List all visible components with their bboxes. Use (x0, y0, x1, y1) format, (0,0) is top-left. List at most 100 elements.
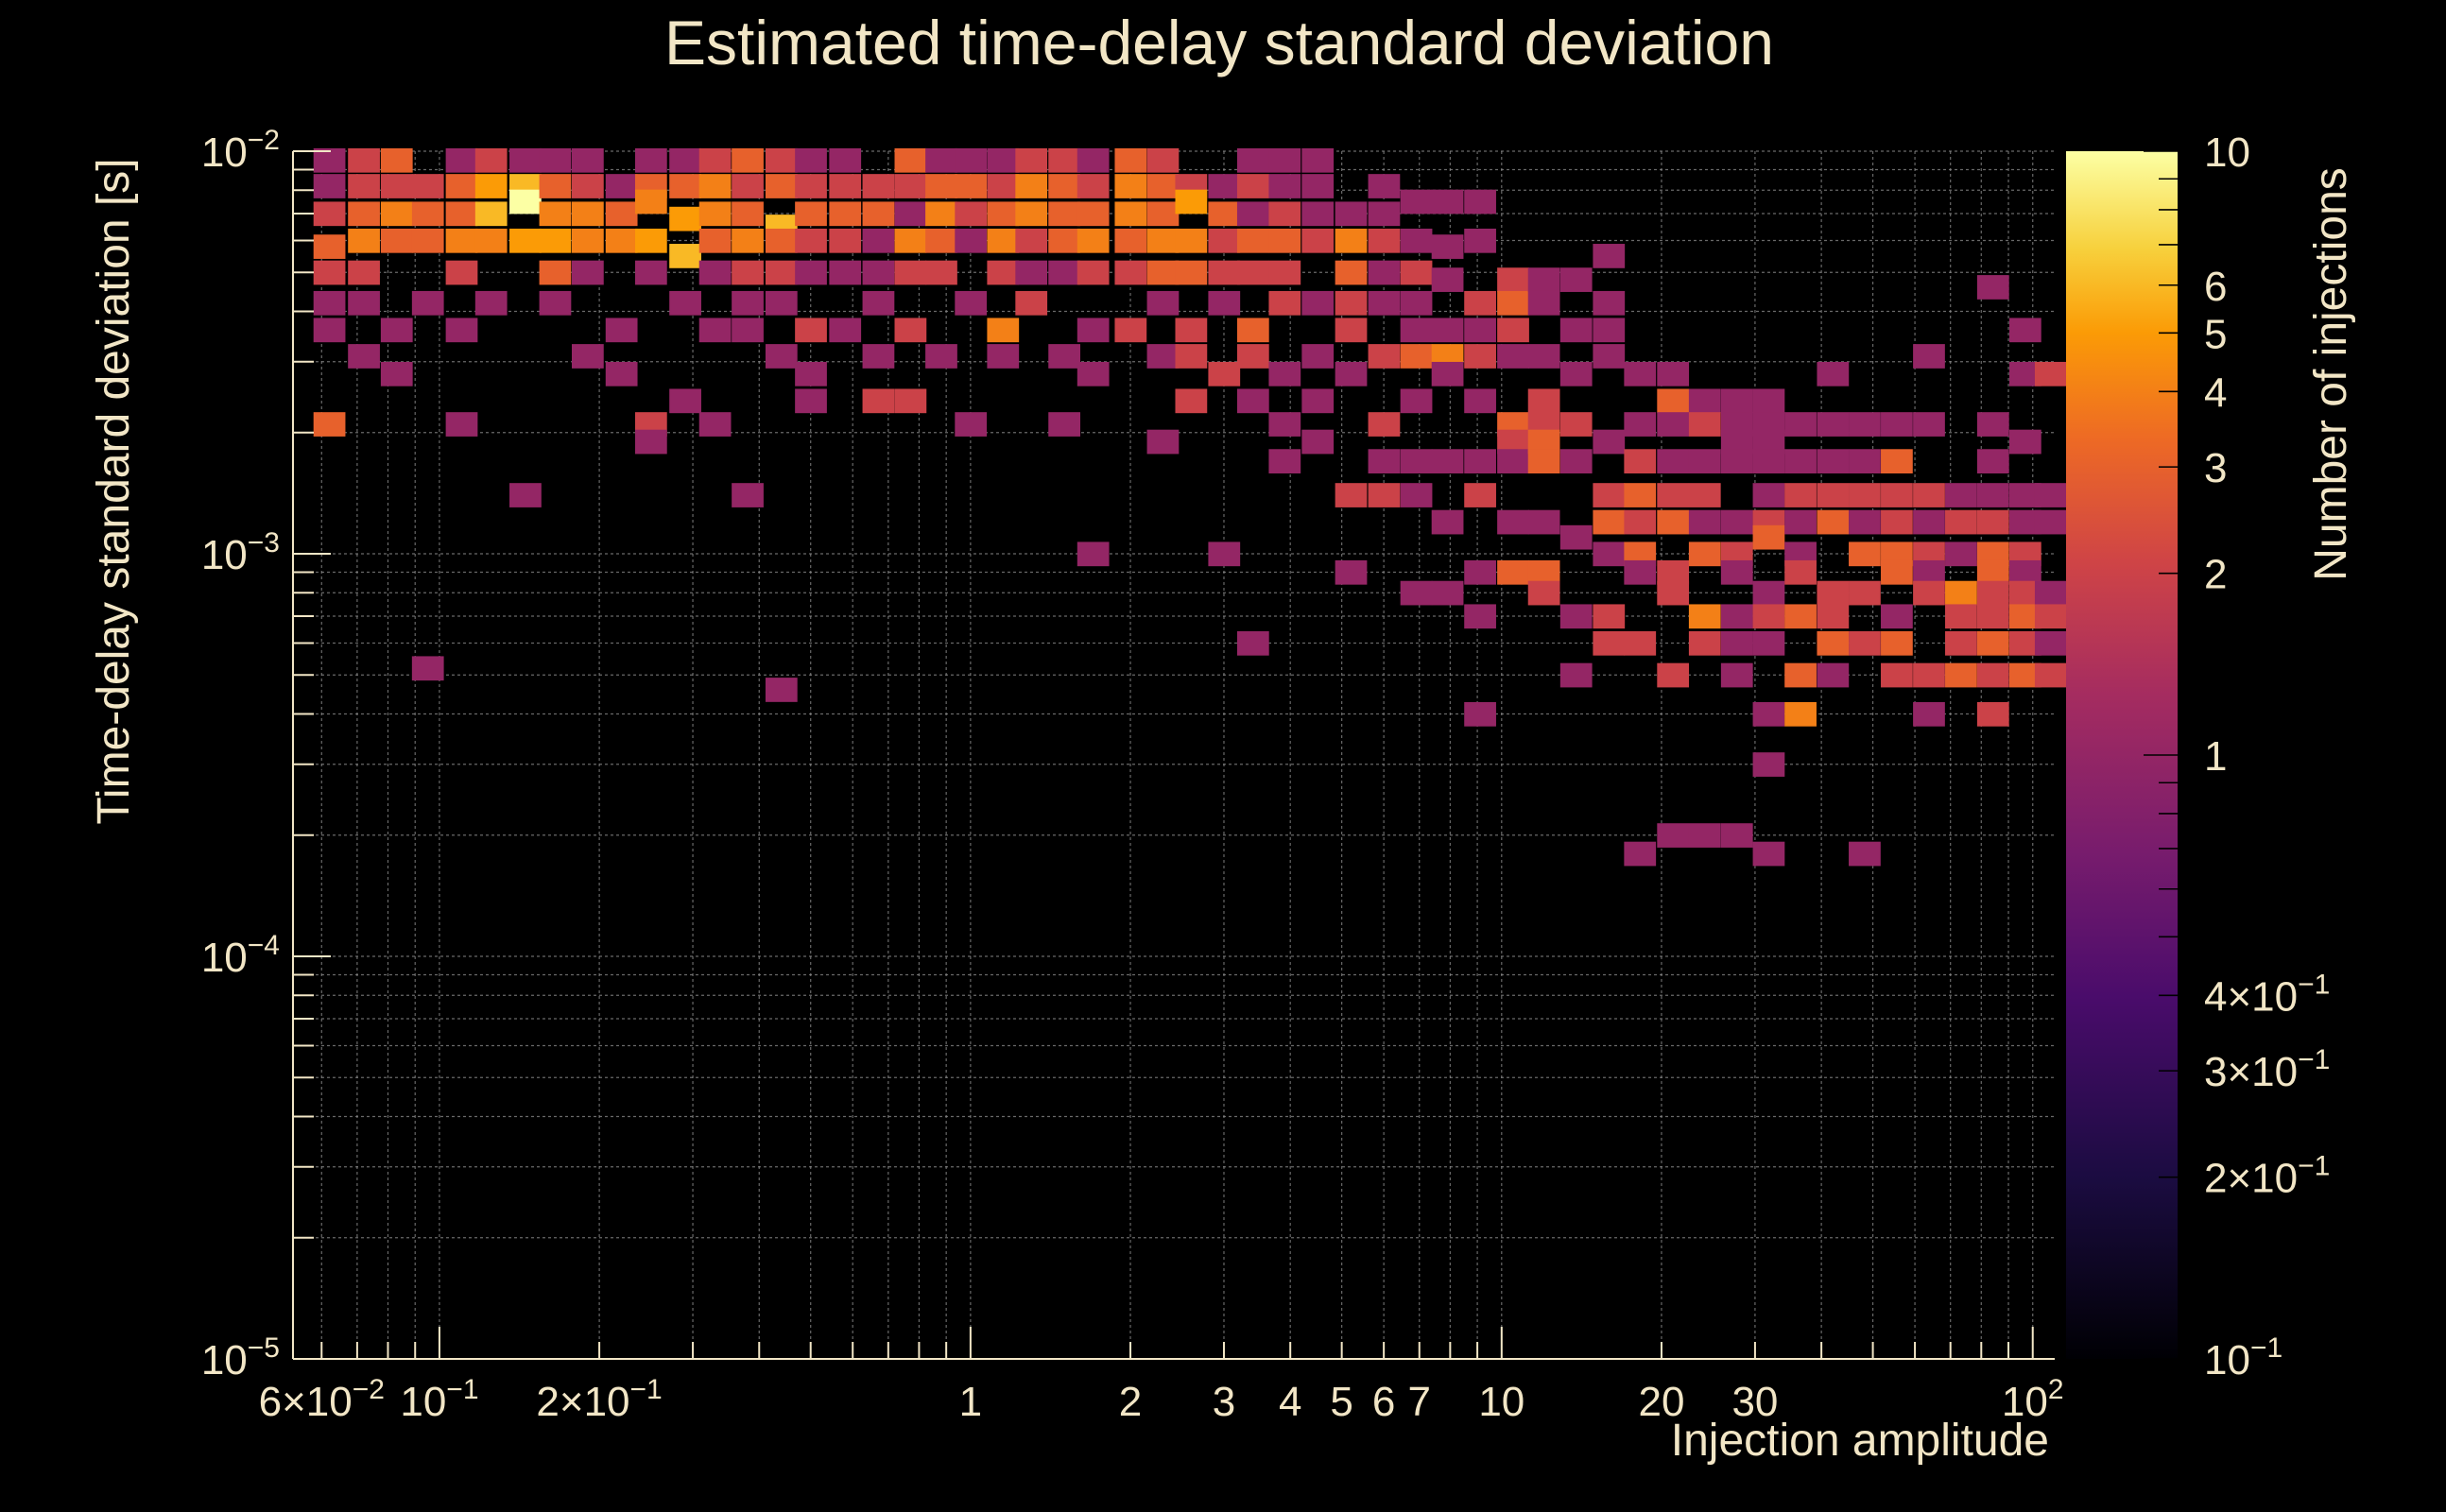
heatmap-cell (894, 174, 927, 198)
heatmap-cell (1688, 449, 1721, 473)
heatmap-cell (987, 318, 1020, 343)
heatmap-cell (1752, 752, 1785, 777)
heatmap-cell (955, 174, 988, 198)
heatmap-cell (1624, 509, 1657, 535)
heatmap-cells (313, 147, 2067, 867)
heatmap-cell (634, 189, 667, 215)
heatmap-cell (1431, 234, 1464, 259)
heatmap-cell (732, 147, 764, 173)
heatmap-cell (1301, 174, 1335, 198)
heatmap-cell (1817, 604, 1850, 629)
heatmap-cell (669, 244, 701, 268)
heatmap-cell (1688, 412, 1721, 437)
heatmap-cell (1976, 412, 2009, 437)
heatmap-cell (348, 344, 380, 369)
heatmap-cell (1720, 449, 1753, 473)
heatmap-cell (1527, 449, 1560, 473)
heatmap-cell (987, 147, 1020, 173)
heatmap-cell (955, 228, 988, 253)
colorbar-tick-label: 6 (2204, 264, 2227, 310)
heatmap-cell (1527, 388, 1560, 414)
heatmap-cell (698, 318, 732, 343)
plot-grid (293, 150, 2055, 1360)
heatmap-cell (1913, 344, 1945, 369)
x-tick-label: 2×10−1 (536, 1374, 662, 1425)
heatmap-cell (1720, 604, 1753, 629)
heatmap-cell (634, 429, 667, 455)
heatmap-cell (1913, 662, 1945, 688)
heatmap-cell (1624, 449, 1657, 473)
heatmap-cell (862, 174, 895, 198)
heatmap-cell (1527, 267, 1560, 292)
x-tick-label: 5 (1330, 1379, 1352, 1425)
colorbar-tick-label: 5 (2204, 311, 2227, 357)
heatmap-cell (1593, 509, 1626, 535)
heatmap-cell (732, 260, 764, 285)
heatmap-cell (862, 260, 895, 285)
heatmap-cell (1236, 318, 1269, 343)
heatmap-cell (1335, 483, 1368, 507)
heatmap-cell (1657, 580, 1690, 606)
heatmap-cell (1175, 318, 1208, 343)
heatmap-cell (925, 147, 957, 173)
heatmap-cell (1817, 509, 1850, 535)
heatmap-cell (1431, 318, 1464, 343)
heatmap-cell (1657, 662, 1690, 688)
heatmap-cell (474, 147, 508, 173)
heatmap-cell (1048, 174, 1081, 198)
heatmap-cell (1335, 361, 1368, 387)
heatmap-cell (829, 174, 862, 198)
heatmap-cell (474, 228, 508, 253)
heatmap-cell (1624, 630, 1657, 656)
heatmap-cell (411, 656, 444, 681)
heatmap-cell (1208, 541, 1241, 567)
colorbar-label: Number of injections (2306, 167, 2356, 581)
heatmap-cell (1048, 344, 1081, 369)
heatmap-cell (1688, 630, 1721, 656)
heatmap-cell (1784, 483, 1817, 507)
x-tick-label: 10−1 (400, 1374, 478, 1425)
colorbar-tick-label: 2×10−1 (2204, 1151, 2330, 1202)
heatmap-cell (1657, 361, 1690, 387)
heatmap-cell (1593, 483, 1626, 507)
heatmap-cell (1236, 260, 1269, 285)
heatmap-cell (509, 483, 542, 507)
heatmap-cell (2008, 318, 2041, 343)
heatmap-cell (1817, 662, 1850, 688)
heatmap-cell (509, 189, 542, 215)
heatmap-cell (894, 201, 927, 227)
heatmap-cell (1208, 174, 1241, 198)
heatmap-cell (765, 678, 798, 702)
x-tick-label: 4 (1279, 1379, 1301, 1425)
heatmap-cell (862, 201, 895, 227)
colorbar-tick-label: 4×10−1 (2204, 969, 2330, 1020)
x-tick-label: 2 (1119, 1379, 1142, 1425)
heatmap-cell (1688, 604, 1721, 629)
heatmap-cell (1146, 260, 1180, 285)
heatmap-cell (1175, 189, 1208, 215)
heatmap-cell (1976, 509, 2009, 535)
y-axis-label: Time-delay standard deviation [s] (89, 158, 139, 824)
heatmap-cell (1559, 524, 1593, 550)
heatmap-cell (380, 318, 413, 343)
heatmap-cell (1559, 449, 1593, 473)
heatmap-cell (1720, 630, 1753, 656)
heatmap-cell (1945, 509, 1977, 535)
heatmap-cell (1817, 483, 1850, 507)
x-tick-label: 6×10−2 (259, 1374, 385, 1425)
heatmap-cell (1784, 449, 1817, 473)
heatmap-cell (1368, 412, 1401, 437)
heatmap-cell (1368, 174, 1401, 198)
heatmap-cell (1657, 388, 1690, 414)
x-tick-label: 3 (1213, 1379, 1235, 1425)
heatmap-cell (539, 290, 572, 316)
heatmap-cell (1849, 509, 1881, 535)
heatmap-cell (1497, 318, 1529, 343)
heatmap-cell (925, 260, 957, 285)
heatmap-cell (1559, 662, 1593, 688)
heatmap-cell (474, 174, 508, 198)
colorbar-tick-label: 2 (2204, 552, 2227, 598)
heatmap-cell (1464, 388, 1496, 414)
heatmap-cell (411, 201, 444, 227)
heatmap-cell (829, 228, 862, 253)
